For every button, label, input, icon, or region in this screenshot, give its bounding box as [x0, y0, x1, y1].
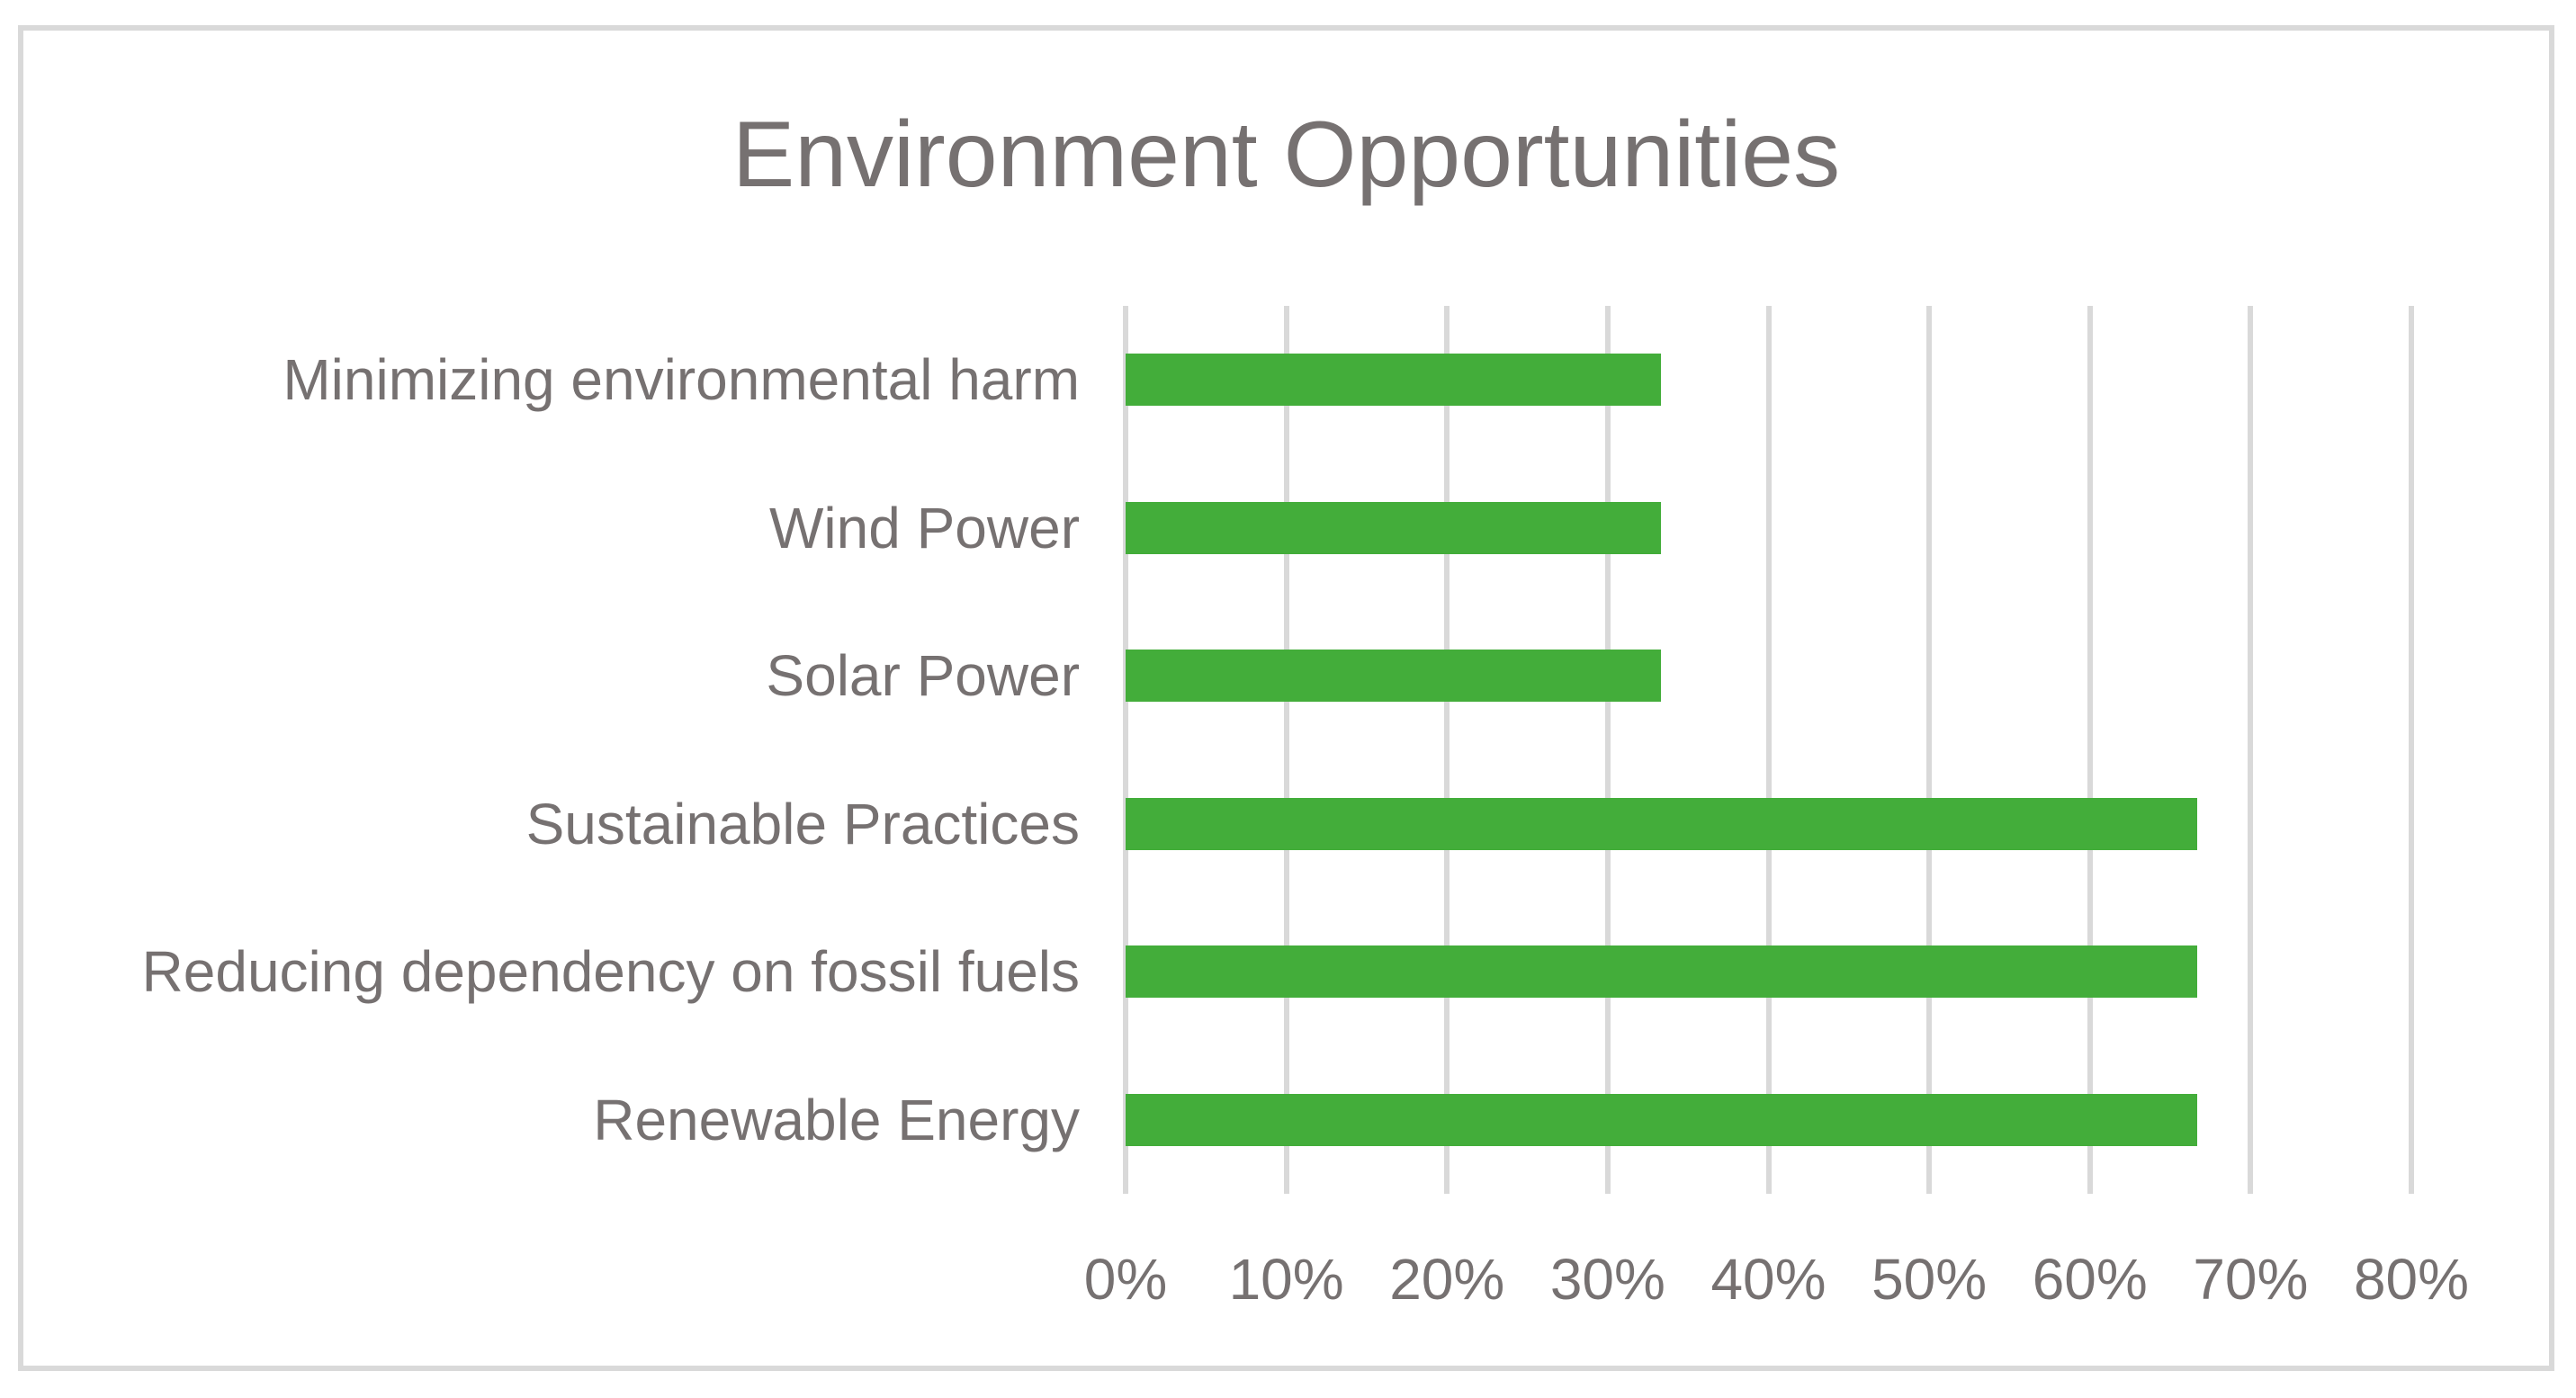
- gridline: [2248, 306, 2254, 1194]
- category-label: Wind Power: [769, 495, 1080, 560]
- x-tick-label: 20%: [1389, 1247, 1505, 1312]
- gridline: [1283, 306, 1289, 1194]
- gridline: [2087, 306, 2093, 1194]
- gridline: [1604, 306, 1611, 1194]
- x-tick-label: 10%: [1228, 1247, 1344, 1312]
- x-tick-label: 80%: [2353, 1247, 2470, 1312]
- bar-wind-power: [1126, 501, 1661, 554]
- chart-frame: Environment Opportunities Minimizing env…: [18, 25, 2554, 1371]
- bar-sustainable-practices: [1126, 797, 2198, 850]
- gridline: [1765, 306, 1772, 1194]
- bar-reducing-dependency-on-fossil-fuels: [1126, 945, 2198, 999]
- x-tick-label: 60%: [2032, 1247, 2148, 1312]
- category-label: Solar Power: [766, 643, 1080, 709]
- category-label: Renewable Energy: [593, 1087, 1080, 1152]
- category-label: Sustainable Practices: [525, 791, 1080, 856]
- gridline: [2409, 306, 2414, 1194]
- category-label: Reducing dependency on fossil fuels: [141, 939, 1080, 1005]
- gridline: [1444, 306, 1450, 1194]
- bar-renewable-energy: [1126, 1093, 2198, 1146]
- bar-minimizing-environmental-harm: [1126, 354, 1661, 407]
- bar-solar-power: [1126, 650, 1661, 703]
- gridline: [1926, 306, 1933, 1194]
- plot-area: [1123, 306, 2414, 1194]
- x-tick-label: 40%: [1710, 1247, 1827, 1312]
- x-tick-label: 30%: [1549, 1247, 1665, 1312]
- chart-title: Environment Opportunities: [732, 103, 1841, 207]
- category-label: Minimizing environmental harm: [283, 347, 1080, 413]
- x-tick-label: 50%: [1871, 1247, 1988, 1312]
- x-tick-label: 70%: [2193, 1247, 2309, 1312]
- gridline: [1123, 306, 1128, 1194]
- x-tick-label: 0%: [1083, 1247, 1168, 1312]
